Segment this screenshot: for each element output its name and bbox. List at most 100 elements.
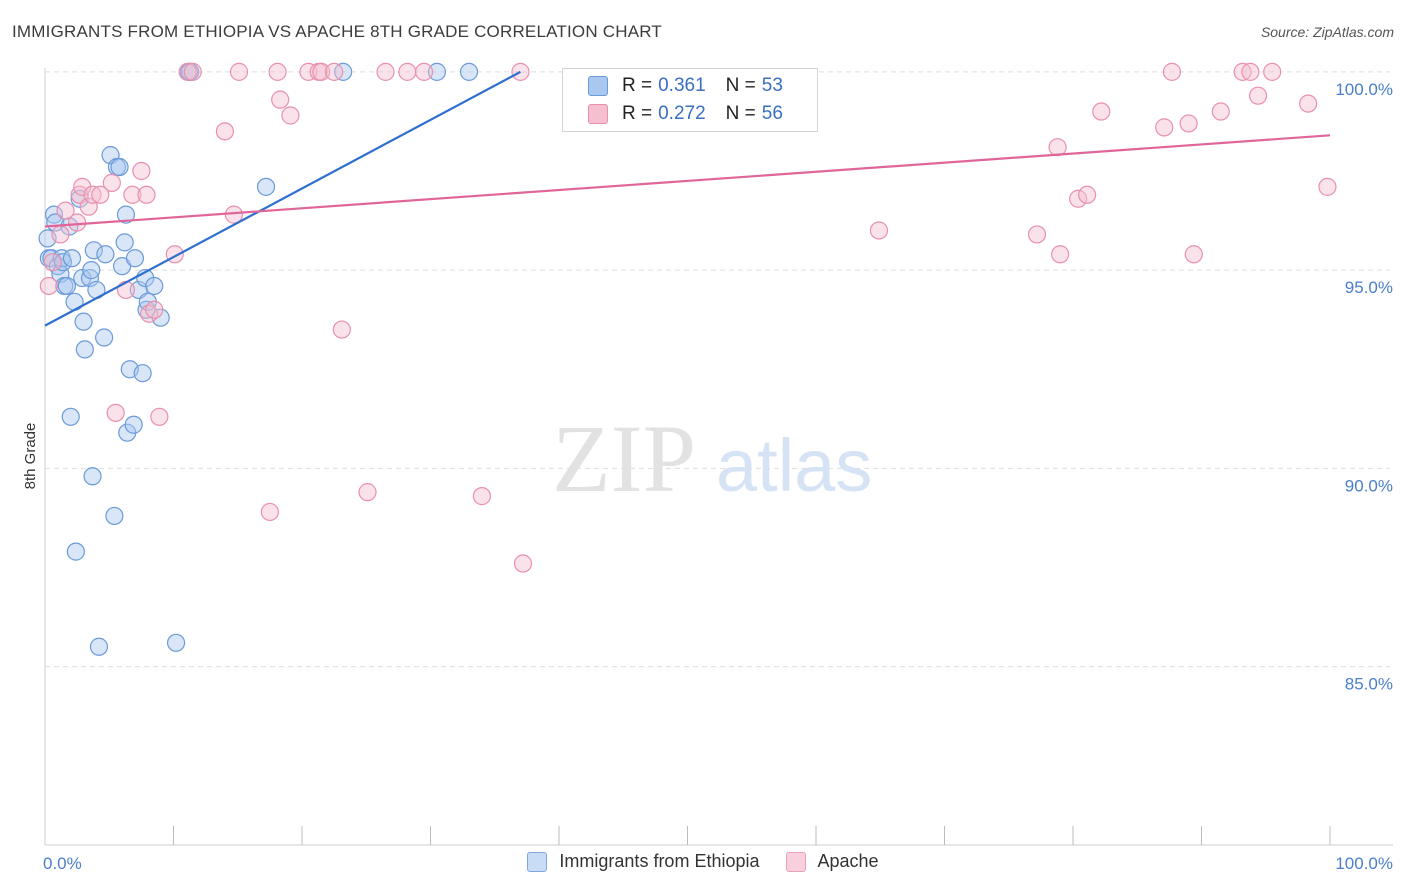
apache-point [123, 185, 142, 204]
apache-point [376, 62, 395, 81]
legend-n-value: 56 [761, 103, 783, 124]
series-legend-apache[interactable]: Apache [785, 851, 879, 872]
y-axis-label: 8th Grade [22, 423, 39, 490]
ethiopia-point [125, 249, 145, 268]
apache-point [56, 201, 75, 220]
ethiopia-point [57, 276, 76, 296]
apache-point [1184, 245, 1203, 264]
apache-point [102, 173, 121, 192]
apache-point [1027, 225, 1047, 244]
legend-r-label: R = [622, 103, 653, 124]
legend-n-value: 53 [761, 75, 783, 96]
y-tick-label: 100.0% [1335, 80, 1393, 99]
apache-point [51, 225, 70, 244]
chart-title: IMMIGRANTS FROM ETHIOPIA VS APACHE 8TH G… [12, 22, 662, 41]
y-tick-label: 85.0% [1345, 675, 1393, 694]
ethiopia-point [110, 157, 129, 177]
apache-point [1069, 189, 1088, 208]
watermark-zip: ZIP [552, 405, 696, 512]
apache-point [83, 185, 102, 204]
ethiopia-point [459, 62, 479, 81]
series-legend-label: Immigrants from Ethiopia [559, 851, 760, 871]
apache-point [132, 161, 151, 181]
apache-point [472, 487, 491, 506]
watermark: ZIP atlas [552, 405, 872, 512]
legend-n-label: N = [725, 75, 756, 96]
apache-point [215, 122, 234, 141]
apache-point [260, 502, 279, 522]
ethiopia-point [66, 542, 85, 561]
apache-point [91, 185, 110, 204]
apache-point [106, 403, 125, 422]
ethiopia-point [53, 253, 73, 272]
apache-point [1263, 62, 1282, 81]
ethiopia-point [115, 233, 134, 252]
ethiopia-trend-line [44, 70, 521, 327]
legend-swatch-blue [527, 851, 548, 872]
legend-swatch-pink [785, 851, 806, 872]
apache-point [178, 62, 197, 81]
apache-point [312, 62, 331, 81]
series-legend-ethiopia[interactable]: Immigrants from Ethiopia [527, 851, 760, 872]
apache-point [268, 62, 287, 81]
apache-trend-line [44, 134, 1331, 228]
legend-row-ethiopia: R = 0.361 N = 53 [588, 73, 783, 99]
legend-r-value: 0.272 [658, 103, 706, 124]
y-tick-label: 95.0% [1345, 278, 1393, 297]
ethiopia-point [427, 62, 447, 81]
apache-point [869, 221, 889, 240]
ethiopia-point [105, 506, 124, 526]
apache-point [1211, 102, 1230, 121]
apache-point [1248, 86, 1268, 105]
trend-lines [44, 70, 1331, 327]
apache-point [1233, 62, 1252, 81]
ethiopia-point [95, 328, 114, 347]
legend-swatch-blue [588, 76, 608, 96]
apache-point [398, 62, 417, 81]
ethiopia-point [89, 637, 109, 656]
apache-point [1092, 102, 1111, 121]
apache-point [229, 62, 249, 81]
apache-point [68, 213, 87, 232]
apache-point [1078, 185, 1097, 204]
series-apache-points [39, 62, 1337, 573]
apache-point [281, 106, 300, 125]
x-tick-label-start: 0.0% [43, 854, 82, 873]
ethiopia-point [75, 340, 94, 359]
apache-point [39, 276, 58, 296]
apache-point [1162, 62, 1182, 81]
axes [44, 68, 1393, 846]
apache-point [513, 554, 533, 573]
ethiopia-point [74, 312, 93, 331]
ethiopia-point [133, 364, 152, 383]
apache-point [358, 483, 377, 502]
apache-point [299, 62, 318, 81]
apache-point [145, 300, 164, 319]
apache-point [79, 197, 98, 216]
apache-point [1051, 245, 1070, 264]
watermark-atlas: atlas [716, 424, 872, 507]
ethiopia-point [145, 276, 164, 296]
series-legend: Immigrants from Ethiopia Apache [0, 851, 1406, 872]
apache-point [332, 320, 351, 339]
apache-point [1155, 118, 1174, 137]
apache-point [1179, 114, 1198, 133]
ethiopia-point [124, 415, 143, 434]
source-note: Source: ZipAtlas.com [1260, 24, 1394, 40]
apache-point [183, 62, 202, 81]
legend: R = 0.361 N = 53 R = 0.272 N = 56 [562, 68, 818, 132]
gridlines [45, 71, 1390, 668]
apache-point [1241, 62, 1260, 81]
ethiopia-point [62, 249, 82, 268]
legend-row-apache: R = 0.272 N = 56 [588, 101, 783, 127]
tick-labels: 85.0% 90.0% 95.0% 100.0% 0.0% 100.0% [43, 80, 1393, 873]
x-tick-label-end: 100.0% [1335, 854, 1393, 873]
series-ethiopia-points [38, 62, 479, 656]
apache-point [414, 62, 434, 81]
legend-r-label: R = [622, 75, 653, 96]
apache-point [1299, 94, 1318, 113]
series-legend-label: Apache [817, 851, 879, 871]
legend-n-label: N = [725, 103, 756, 124]
ethiopia-point [116, 205, 136, 224]
